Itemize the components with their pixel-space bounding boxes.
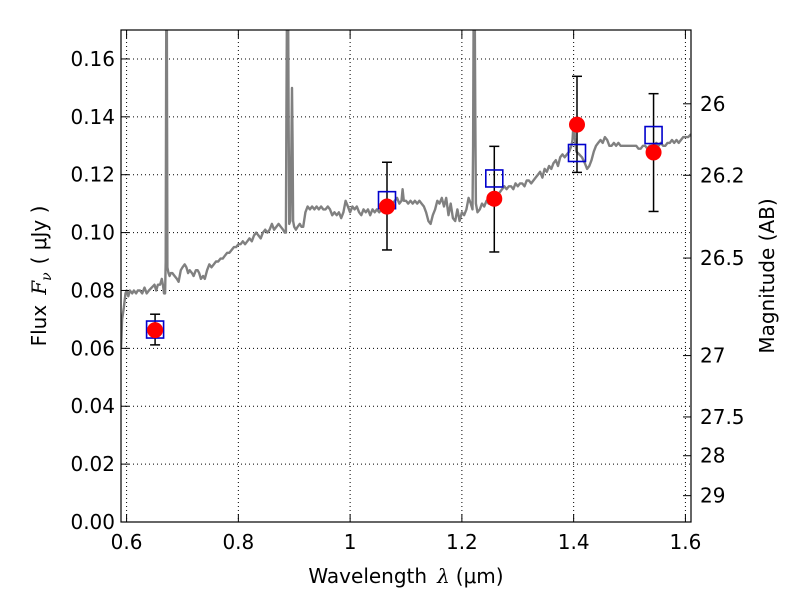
y2-axis-label: Magnitude (AB) xyxy=(755,198,779,353)
y2-tick-label: 26 xyxy=(700,92,725,116)
model-photometry-square xyxy=(644,125,663,145)
y-tick-label: 0.08 xyxy=(70,278,115,302)
model-photometry-square xyxy=(567,143,587,163)
x-axis-label: Wavelength λ (μm) xyxy=(308,564,503,588)
model-photometry-square xyxy=(484,169,504,188)
x-tick-label: 1 xyxy=(344,530,357,554)
y-axis-label-text: Flux xyxy=(27,305,51,347)
y2-tick-label: 27 xyxy=(700,344,725,368)
x-tick-label: 0.6 xyxy=(111,530,143,554)
observed-point xyxy=(569,116,585,133)
y2-tick-label: 26.5 xyxy=(700,246,745,270)
x-tick-label: 0.8 xyxy=(222,530,254,554)
y2-tick-label: 26.2 xyxy=(700,163,745,187)
plot-frame xyxy=(120,29,692,523)
x-tick-label: 1.6 xyxy=(670,530,702,554)
y-tick-label: 0.14 xyxy=(70,105,115,129)
y2-tick-label: 29 xyxy=(700,484,725,508)
y-axis-label-unit: ( μJy ) xyxy=(27,206,51,265)
y-tick-label: 0.02 xyxy=(70,452,115,476)
observed-point xyxy=(147,322,164,339)
x-axis-label-text: Wavelength xyxy=(308,564,427,588)
y-tick-label: 0.10 xyxy=(70,221,115,245)
plot-background xyxy=(121,30,691,522)
observed-point xyxy=(486,190,503,207)
observed-point xyxy=(379,198,395,215)
x-axis-label-unit: (μm) xyxy=(456,564,504,588)
y-axis-label-subscript: ν xyxy=(39,272,55,281)
y-tick-label: 0.00 xyxy=(70,510,115,534)
y-tick-label: 0.16 xyxy=(70,47,115,71)
y-tick-label: 0.06 xyxy=(70,336,115,360)
y-tick-label: 0.04 xyxy=(70,394,115,418)
y-axis-label: Flux Fν ( μJy ) xyxy=(27,206,55,347)
x-axis-label-symbol: λ xyxy=(436,564,450,588)
observed-point xyxy=(645,144,662,161)
x-tick-label: 1.2 xyxy=(446,530,478,554)
y2-tick-label: 28 xyxy=(700,444,725,468)
y2-tick-label: 27.5 xyxy=(700,405,745,429)
y-tick-label: 0.12 xyxy=(70,163,115,187)
x-tick-label: 1.4 xyxy=(558,530,590,554)
y-axis-label-symbol: F xyxy=(27,280,51,296)
